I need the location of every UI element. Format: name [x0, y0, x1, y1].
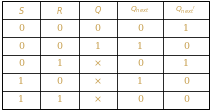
Text: $\mathit{Q}_{next}$: $\mathit{Q}_{next}$ [130, 5, 150, 15]
Text: 1: 1 [57, 95, 62, 104]
Text: ×: × [94, 95, 102, 104]
Text: 1: 1 [137, 41, 143, 50]
Text: 0: 0 [137, 60, 143, 69]
Text: 1: 1 [95, 41, 101, 50]
Text: 1: 1 [18, 95, 24, 104]
Text: 0: 0 [137, 95, 143, 104]
Text: $\mathit{R}$: $\mathit{R}$ [56, 5, 63, 16]
Text: 0: 0 [18, 24, 24, 33]
Text: 0: 0 [183, 95, 189, 104]
Text: 0: 0 [57, 77, 62, 86]
Text: 1: 1 [183, 24, 189, 33]
Text: 1: 1 [137, 77, 143, 86]
Text: $\mathit{Q}_{next}{}'$: $\mathit{Q}_{next}{}'$ [175, 5, 196, 16]
Text: 0: 0 [18, 41, 24, 50]
Text: 0: 0 [57, 24, 62, 33]
Text: ×: × [94, 60, 102, 69]
Text: $\mathit{S}$: $\mathit{S}$ [18, 5, 25, 16]
Text: ×: × [94, 77, 102, 86]
Text: 0: 0 [137, 24, 143, 33]
Text: 0: 0 [183, 41, 189, 50]
Text: 0: 0 [95, 24, 101, 33]
Text: 0: 0 [18, 60, 24, 69]
Text: 0: 0 [183, 77, 189, 86]
Text: $\mathit{Q}$: $\mathit{Q}$ [94, 4, 102, 16]
Text: 1: 1 [57, 60, 62, 69]
Text: 1: 1 [18, 77, 24, 86]
Text: 0: 0 [57, 41, 62, 50]
Text: 1: 1 [183, 60, 189, 69]
